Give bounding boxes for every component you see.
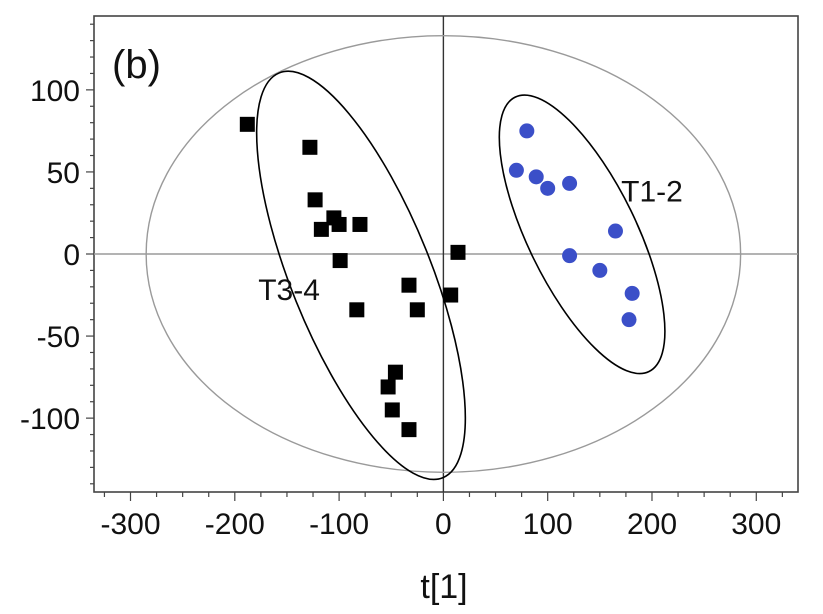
data-point-square xyxy=(349,302,365,318)
data-point-circle xyxy=(528,169,544,185)
y-tick-label: 50 xyxy=(47,157,80,190)
y-tick-label: -50 xyxy=(37,321,80,354)
panel-label: (b) xyxy=(112,43,161,87)
group-label: T3-4 xyxy=(258,274,320,307)
group-label: T1-2 xyxy=(621,176,683,209)
data-point-circle xyxy=(540,180,556,196)
data-point-square xyxy=(401,422,417,438)
data-point-square xyxy=(302,139,318,155)
data-point-circle xyxy=(607,223,623,239)
data-point-square xyxy=(332,253,348,269)
ellipse-layer xyxy=(145,34,742,481)
data-point-square xyxy=(409,302,425,318)
axes-layer: -300 -200 -100 0 100 200 300 100 50 0 -50 -100 xyxy=(20,15,799,541)
data-point-square xyxy=(443,287,459,303)
data-point-square xyxy=(387,364,403,380)
x-axis-title: t[1] xyxy=(420,568,467,606)
data-point-square xyxy=(352,216,368,232)
x-tick-label: -300 xyxy=(100,508,160,541)
y-tick-label: 0 xyxy=(63,239,80,272)
group-t1-2-ellipse xyxy=(498,94,666,375)
data-point-square xyxy=(313,221,329,237)
data-point-circle xyxy=(592,262,608,278)
point-layer xyxy=(239,116,640,438)
y-tick-label: -100 xyxy=(20,403,80,436)
data-point-square xyxy=(450,244,466,260)
data-point-circle xyxy=(519,123,535,139)
x-tick-label: 0 xyxy=(435,508,452,541)
x-tick-label: -100 xyxy=(309,508,369,541)
data-point-square xyxy=(239,116,255,132)
y-tick-label: 100 xyxy=(30,75,80,108)
data-point-square xyxy=(331,216,347,232)
data-point-square xyxy=(384,402,400,418)
data-point-circle xyxy=(562,175,578,191)
data-point-square xyxy=(380,379,396,395)
data-point-square xyxy=(401,277,417,293)
x-tick-label: 300 xyxy=(731,508,781,541)
x-tick-label: 200 xyxy=(627,508,677,541)
group-t3-4-ellipse xyxy=(255,70,467,481)
data-point-circle xyxy=(562,248,578,264)
x-tick-label: 100 xyxy=(523,508,573,541)
label-layer: T3-4 T1-2 xyxy=(258,176,683,307)
data-point-circle xyxy=(508,162,524,178)
x-tick-label: -200 xyxy=(205,508,265,541)
data-point-circle xyxy=(621,312,637,328)
hotelling-ellipse xyxy=(145,34,742,474)
data-point-square xyxy=(307,192,323,208)
data-point-circle xyxy=(624,285,640,301)
